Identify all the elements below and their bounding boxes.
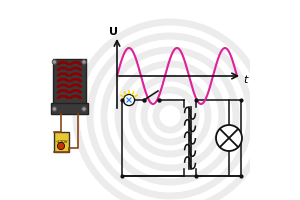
Circle shape xyxy=(82,107,86,111)
FancyBboxPatch shape xyxy=(54,132,69,152)
Text: t: t xyxy=(244,75,248,85)
Text: U: U xyxy=(109,27,118,37)
Circle shape xyxy=(82,60,86,64)
FancyBboxPatch shape xyxy=(51,103,88,114)
Circle shape xyxy=(57,142,64,150)
Circle shape xyxy=(123,94,135,106)
FancyBboxPatch shape xyxy=(53,59,86,106)
Circle shape xyxy=(216,125,242,151)
Circle shape xyxy=(52,107,57,111)
Text: ~220V: ~220V xyxy=(54,140,68,144)
Circle shape xyxy=(52,60,57,64)
